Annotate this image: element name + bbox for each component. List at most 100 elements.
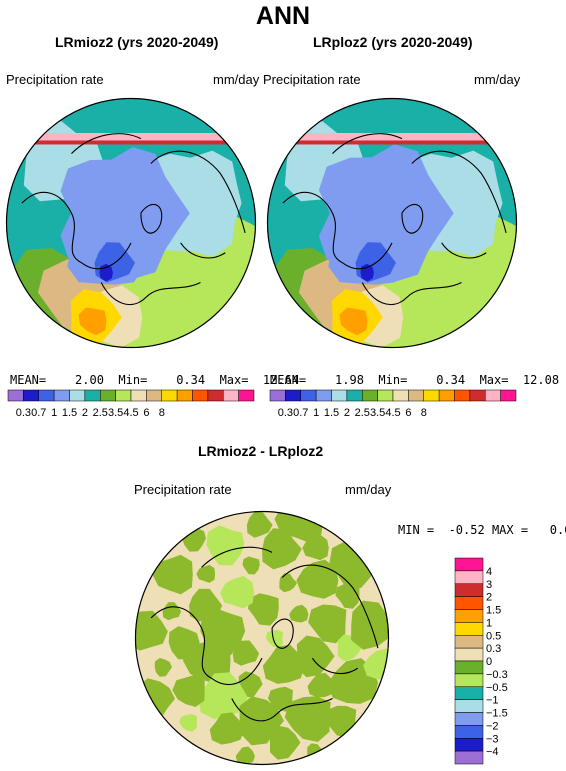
panel3-colorbar-swatch (454, 647, 484, 662)
panel1-max-label: Max= (219, 373, 249, 387)
panel2-colorbar-tick-label: 3.5 (370, 407, 385, 419)
panel1-colorbar: 0.3 0.7 1 1.5 2 2.5 3.5 4.5 6 8 (7, 389, 255, 419)
panel3-colorbar-swatch (454, 557, 484, 572)
map-diff-region (324, 705, 357, 738)
map-coastline (140, 203, 163, 234)
panel3-variable-label: Precipitation rate (134, 482, 232, 497)
panel2-colorbar-swatch (269, 389, 286, 402)
panel2-colorbar-tick-label: 1 (313, 407, 319, 419)
map-diff-region (274, 511, 324, 543)
map-coastline (332, 133, 403, 154)
panel2-colorbar-tick-label: 2 (344, 407, 350, 419)
map-precip-band (6, 133, 256, 141)
panel2-colorbar-swatch (408, 389, 424, 402)
panel2-title: LRploz2 (yrs 2020-2049) (313, 34, 473, 50)
panel1-colorbar-tick-label: 3.5 (108, 407, 123, 419)
panel1-mean-value: 2.00 (75, 373, 104, 387)
map-precip-region (78, 307, 107, 336)
map-coastline (411, 150, 507, 234)
map-coastline (361, 282, 462, 306)
map-coastline (201, 546, 273, 568)
panel2-colorbar-swatch (469, 389, 486, 402)
panel3-colorbar-tick-label: 0.3 (486, 643, 501, 655)
map-coastline (282, 191, 393, 270)
panel1-colorbar-tick-label: 6 (143, 407, 149, 419)
panel3-title: LRmioz2 - LRploz2 (198, 443, 324, 459)
map-diff-region (262, 528, 302, 570)
panel2-colorbar-tick-label: 2.5 (355, 407, 370, 419)
map-diff-region (235, 746, 255, 765)
panel1-colorbar-swatch (238, 389, 255, 402)
panel3-colorbar-tick-label: −0.3 (486, 669, 508, 681)
map-coastline (231, 697, 333, 722)
panel3-colorbar-tick-label: −1.5 (486, 708, 508, 720)
map-precip-band (6, 140, 256, 145)
map-border (5, 97, 257, 349)
panel3-colorbar-swatch (454, 622, 484, 636)
panel1-colorbar-swatch (176, 389, 193, 402)
panel3-colorbar-tick-label: −1 (486, 695, 499, 707)
map-coastline (441, 242, 487, 259)
panel1-colorbar-swatch (207, 389, 224, 402)
panel2-variable-label: Precipitation rate (263, 72, 361, 87)
panel3-colorbar-swatch (454, 570, 484, 584)
panel2-colorbar-swatch (346, 389, 363, 402)
panel1-colorbar-swatch (38, 389, 55, 402)
panel2-mean-label: MEAN= (270, 373, 307, 387)
map-precip-band (267, 133, 517, 141)
map-border (134, 510, 390, 766)
panel2-colorbar-swatch (485, 389, 501, 402)
panel1-colorbar-swatch (69, 389, 86, 402)
panel2-colorbar-swatch (454, 389, 471, 402)
panel3-colorbar-swatch (454, 738, 484, 752)
panel2-colorbar-tick-label: 1.5 (324, 407, 339, 419)
panel1-colorbar-tick-label: 1.5 (62, 407, 77, 419)
panel3-colorbar-tick-label: 4 (486, 566, 492, 578)
panel2-units-label: mm/day (474, 72, 521, 87)
panel2-colorbar-swatch (438, 389, 455, 402)
panel1-variable-label: Precipitation rate (6, 72, 104, 87)
map-coastline (180, 242, 226, 259)
map-diff-region (267, 686, 293, 712)
map-diff-region (168, 626, 200, 660)
panel3-stats: MIN = -0.52 MAX = 0.61 (398, 523, 566, 537)
map-coastline (281, 564, 379, 649)
map-diff-region (220, 576, 255, 609)
map-coastline (150, 606, 263, 685)
panel1-min-label: Min= (118, 373, 148, 387)
panel2-max-label: Max= (479, 373, 509, 387)
panel1-colorbar-swatch (84, 389, 101, 402)
panel1-colorbar-swatch (53, 389, 70, 402)
panel2-colorbar-swatch (423, 389, 440, 402)
panel2-min-value: 0.34 (436, 373, 466, 387)
panel2-colorbar-tick-label: 0.3 (278, 407, 293, 419)
panel1-colorbar-swatch (7, 389, 24, 402)
panel1-colorbar-swatch (192, 389, 209, 402)
panel3-colorbar-tick-label: −4 (486, 746, 499, 758)
panel1-colorbar-tick-label: 0.3 (16, 407, 31, 419)
panel1-colorbar-tick-label: 1 (51, 407, 57, 419)
panel3-colorbar-swatch (454, 699, 484, 713)
map-diff-region (307, 672, 335, 698)
panel3-colorbar-swatch (454, 686, 484, 700)
panel3-colorbar-swatch (454, 660, 484, 675)
map-diff-region (206, 525, 245, 566)
map-coastline (271, 618, 294, 649)
panel3-units-label: mm/day (345, 482, 392, 497)
map-coastline (150, 150, 246, 234)
panel2-colorbar: 0.3 0.7 1 1.5 2 2.5 3.5 4.5 6 8 (269, 389, 517, 419)
panel1-colorbar-swatch (100, 389, 116, 402)
map-diff-region (279, 573, 298, 593)
map-diff-region (189, 588, 223, 622)
map-precip-region (339, 307, 368, 336)
map-diff-region (246, 511, 273, 538)
panel2-colorbar-swatch (500, 389, 517, 402)
panel2-max-value: 12.08 (522, 373, 560, 387)
panel2-colorbar-swatch (392, 389, 409, 402)
map-diff-region (296, 635, 335, 678)
panel2-colorbar-swatch (377, 389, 394, 402)
panel1-colorbar-tick-label: 2.5 (93, 407, 108, 419)
panel3-colorbar-tick-label: 1.5 (486, 605, 501, 617)
panel1-colorbar-tick-label: 8 (159, 407, 165, 419)
